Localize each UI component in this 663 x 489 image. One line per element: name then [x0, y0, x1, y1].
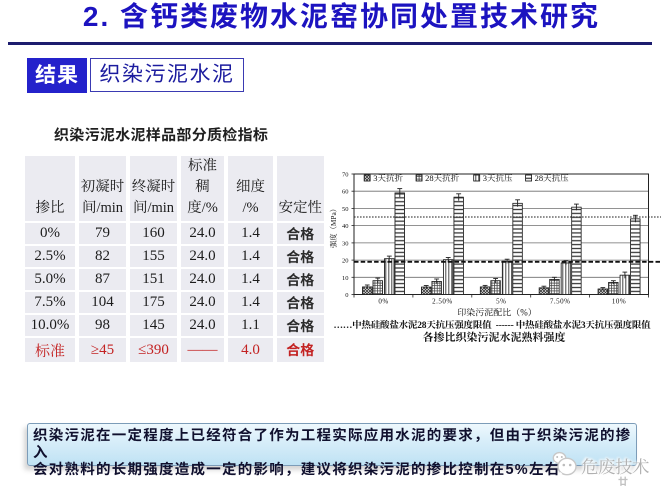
svg-text:印染污泥配比（%）: 印染污泥配比（%）: [457, 308, 537, 318]
svg-text:28天抗压: 28天抗压: [535, 173, 570, 183]
svg-text:20: 20: [342, 258, 349, 265]
svg-text:0: 0: [345, 292, 348, 299]
svg-text:40: 40: [342, 223, 349, 230]
svg-text:3天抗压: 3天抗压: [483, 173, 513, 183]
svg-text:10: 10: [342, 275, 349, 282]
svg-text:强度（MPa）: 强度（MPa）: [329, 205, 338, 248]
svg-text:30: 30: [342, 240, 349, 247]
svg-text:7.50%: 7.50%: [550, 298, 571, 306]
svg-text:50: 50: [342, 206, 349, 213]
svg-text:0%: 0%: [378, 298, 388, 306]
svg-text:60: 60: [342, 189, 349, 196]
svg-text:5%: 5%: [496, 298, 506, 306]
svg-text:28天抗折: 28天抗折: [425, 173, 460, 183]
svg-text:3天抗折: 3天抗折: [373, 173, 403, 183]
svg-text:70: 70: [342, 172, 349, 179]
svg-text:10%: 10%: [612, 298, 626, 306]
svg-text:2.50%: 2.50%: [432, 298, 453, 306]
